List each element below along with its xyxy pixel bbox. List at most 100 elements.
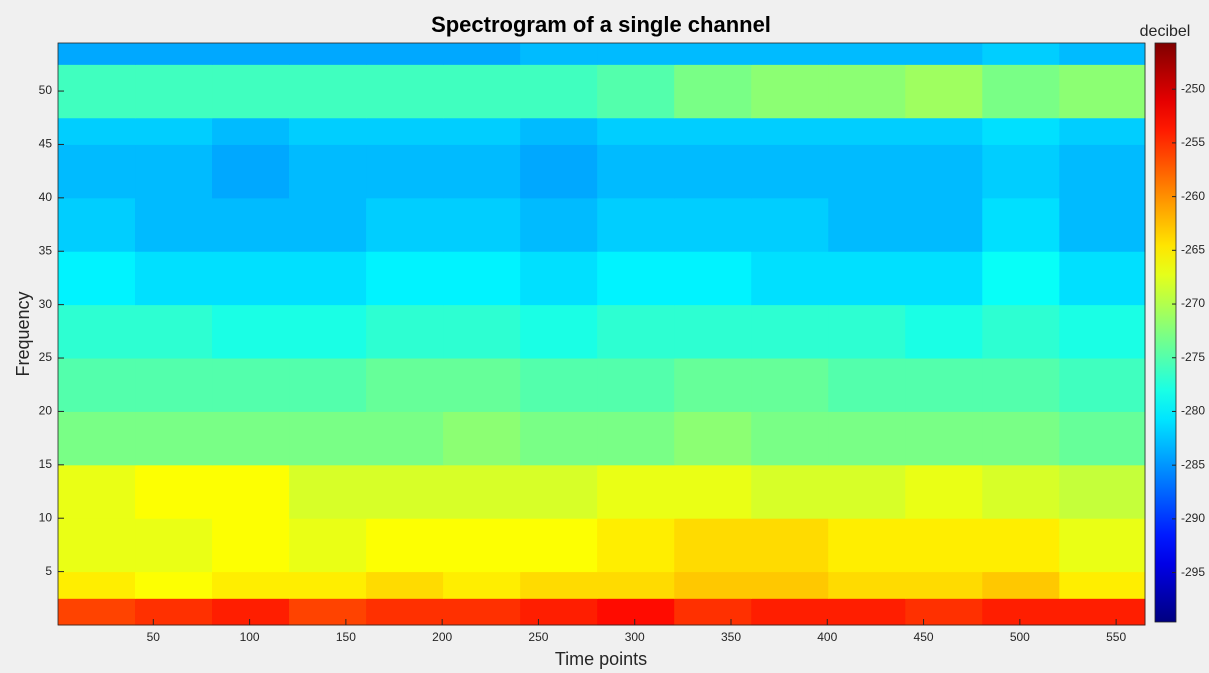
heatmap-cell (828, 251, 906, 306)
heatmap-cell (905, 411, 983, 466)
heatmap-cell (1059, 464, 1146, 519)
colorbar-tick-label: -270 (1181, 296, 1205, 310)
colorbar-tick-label: -265 (1181, 242, 1205, 256)
heatmap-cell (520, 43, 598, 65)
heatmap-cell (597, 571, 675, 599)
heatmap-cell (751, 518, 829, 573)
heatmap-cell (597, 304, 675, 359)
heatmap-cell (135, 117, 213, 145)
heatmap-cell (366, 144, 444, 199)
heatmap-cell (674, 464, 752, 519)
colorbar-tick-label: -290 (1181, 511, 1205, 525)
heatmap-cell (289, 197, 367, 252)
heatmap-cell (751, 117, 829, 145)
heatmap-cell (443, 43, 521, 65)
heatmap-cell (751, 598, 829, 626)
heatmap-cell (905, 518, 983, 573)
heatmap-cell (982, 464, 1060, 519)
heatmap-cell (905, 64, 983, 119)
heatmap-cell (289, 304, 367, 359)
heatmap-cell (905, 598, 983, 626)
heatmap-cell (520, 64, 598, 119)
heatmap-cell (58, 411, 136, 466)
heatmap-cell (58, 117, 136, 145)
y-tick-label: 45 (39, 137, 53, 151)
y-tick-label: 15 (39, 457, 53, 471)
heatmap-cell (982, 518, 1060, 573)
heatmap-cell (366, 197, 444, 252)
heatmap-cell (366, 304, 444, 359)
heatmap-cell (828, 571, 906, 599)
heatmap-cell (520, 571, 598, 599)
heatmap-cell (828, 518, 906, 573)
heatmap-cell (674, 117, 752, 145)
heatmap-cell (597, 251, 675, 306)
heatmap-cell (597, 144, 675, 199)
heatmap-cell (982, 411, 1060, 466)
colorbar-tick-label: -295 (1181, 565, 1205, 579)
colorbar-tick-label: -280 (1181, 404, 1205, 418)
heatmap-cell (366, 358, 444, 412)
heatmap-cell (674, 571, 752, 599)
heatmap-cell (135, 251, 213, 306)
heatmap-cell (520, 411, 598, 466)
x-tick-label: 50 (147, 630, 161, 644)
heatmap-cell (520, 197, 598, 252)
heatmap-cell (135, 304, 213, 359)
heatmap-cell (443, 197, 521, 252)
heatmap-cell (212, 411, 290, 466)
heatmap-cell (58, 598, 136, 626)
heatmap-cell (289, 144, 367, 199)
heatmap-cell (366, 571, 444, 599)
heatmap-cell (828, 197, 906, 252)
heatmap-cell (212, 64, 290, 119)
heatmap-cell (289, 518, 367, 573)
heatmap-cell (905, 304, 983, 359)
heatmap-cell (58, 197, 136, 252)
y-tick-label: 35 (39, 243, 53, 257)
heatmap-cell (366, 117, 444, 145)
heatmap-cell (828, 144, 906, 199)
x-tick-label: 550 (1106, 630, 1126, 644)
heatmap-cell (212, 358, 290, 412)
heatmap-cell (443, 598, 521, 626)
heatmap-cell (828, 464, 906, 519)
heatmap-cell (597, 464, 675, 519)
heatmap-cell (982, 43, 1060, 65)
heatmap-cell (520, 251, 598, 306)
heatmap-cell (443, 144, 521, 199)
heatmap-cell (905, 144, 983, 199)
heatmap-cell (597, 358, 675, 412)
plot-frame (57, 42, 1146, 626)
heatmap-cell (828, 117, 906, 145)
heatmap-cell (212, 251, 290, 306)
heatmap (58, 43, 1146, 626)
heatmap-cell (366, 518, 444, 573)
heatmap-cell (674, 144, 752, 199)
heatmap-cell (520, 144, 598, 199)
heatmap-cell (289, 64, 367, 119)
heatmap-cell (597, 43, 675, 65)
y-tick-label: 30 (39, 297, 53, 311)
heatmap-cell (751, 304, 829, 359)
heatmap-cell (597, 64, 675, 119)
heatmap-cell (520, 304, 598, 359)
heatmap-cell (366, 411, 444, 466)
heatmap-cell (212, 117, 290, 145)
heatmap-cell (1059, 411, 1146, 466)
heatmap-cell (751, 571, 829, 599)
heatmap-cell (443, 411, 521, 466)
heatmap-cell (135, 571, 213, 599)
heatmap-cell (135, 358, 213, 412)
heatmap-cell (751, 251, 829, 306)
x-tick-label: 350 (721, 630, 741, 644)
heatmap-cell (751, 43, 829, 65)
heatmap-cell (1059, 64, 1146, 119)
heatmap-cell (520, 598, 598, 626)
heatmap-cell (289, 251, 367, 306)
colorbar (1154, 42, 1177, 623)
heatmap-cell (674, 304, 752, 359)
heatmap-cell (443, 464, 521, 519)
heatmap-cell (58, 518, 136, 573)
heatmap-cell (212, 197, 290, 252)
